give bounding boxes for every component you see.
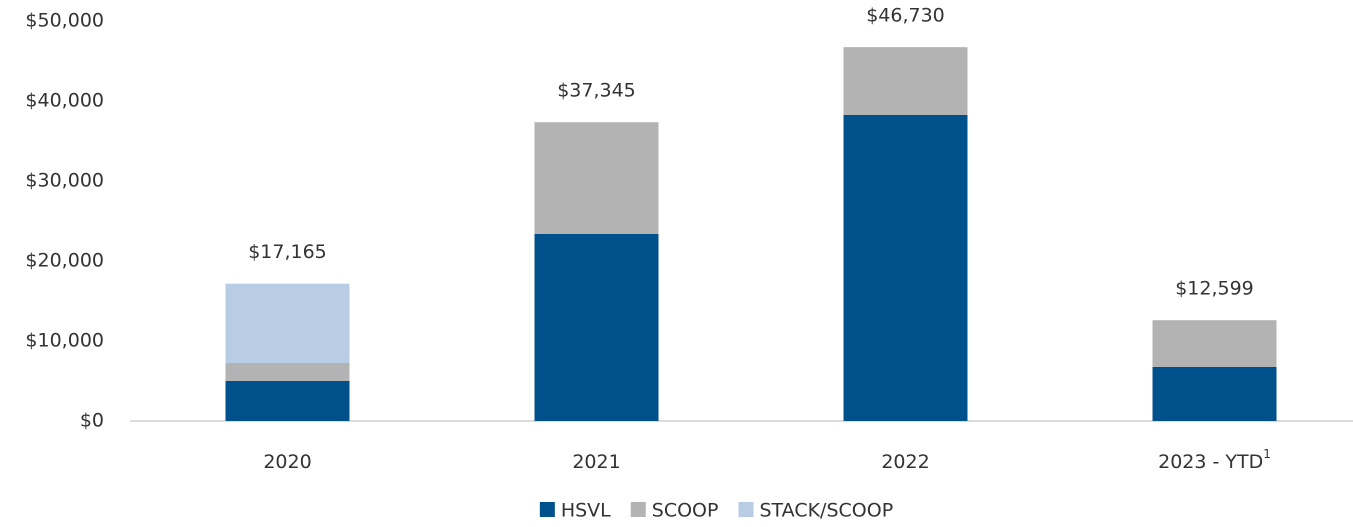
x-tick-label: 2022	[881, 451, 929, 473]
x-tick-label: 2020	[263, 451, 311, 473]
x-tick-label: 2023 - YTD1	[1158, 447, 1271, 473]
total-label: $17,165	[248, 241, 327, 263]
bar-segment	[225, 283, 350, 363]
total-label: $46,730	[866, 5, 945, 27]
legend-swatch	[738, 502, 754, 517]
legend-label: HSVL	[561, 500, 611, 522]
bar-segment	[843, 47, 968, 115]
footnote-marker: 1	[1263, 447, 1271, 461]
y-tick-label: $20,000	[25, 250, 104, 272]
bar-segment	[534, 122, 659, 234]
y-tick-label: $0	[80, 410, 104, 432]
legend: HSVL SCOOP STACK/SCOOP	[539, 500, 893, 522]
total-label: $37,345	[557, 80, 636, 102]
y-tick-label: $50,000	[25, 10, 104, 32]
legend-label: STACK/SCOOP	[759, 500, 893, 522]
y-tick-label: $40,000	[25, 90, 104, 112]
bar-segment	[843, 115, 968, 421]
bar-segment	[225, 381, 350, 421]
legend-swatch	[630, 502, 646, 517]
legend-label: SCOOP	[652, 500, 719, 522]
y-tick-label: $10,000	[25, 330, 104, 352]
category-name: 2020	[263, 451, 311, 473]
bar-segment	[225, 363, 350, 381]
bar-segment	[1152, 320, 1277, 367]
total-label: $12,599	[1175, 278, 1254, 300]
category-name: 2021	[572, 451, 620, 473]
category-name: 2023 - YTD	[1158, 451, 1263, 473]
x-tick-label: 2021	[572, 451, 620, 473]
bar-segment	[1152, 367, 1277, 421]
category-name: 2022	[881, 451, 929, 473]
y-tick-label: $30,000	[25, 170, 104, 192]
legend-swatch	[539, 502, 555, 517]
bar-segment	[534, 233, 659, 421]
